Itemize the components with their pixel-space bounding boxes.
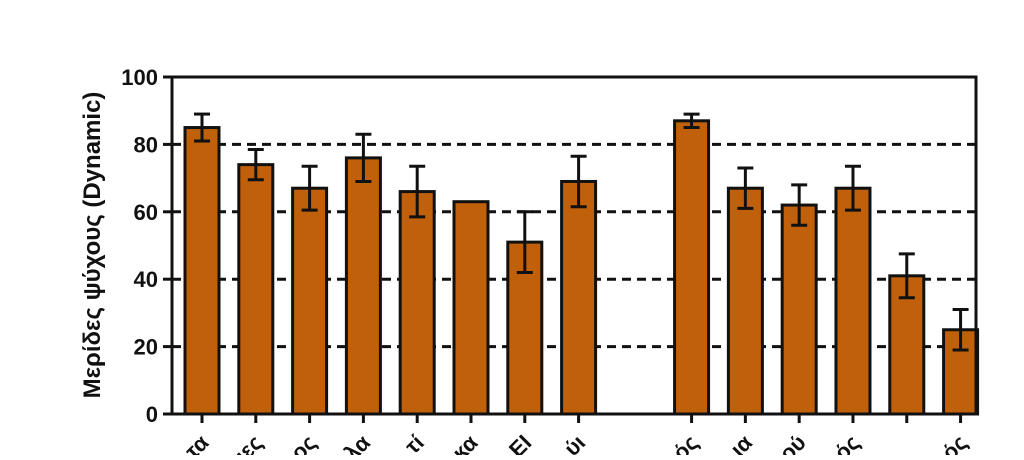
bar: [183, 126, 221, 416]
x-tick-label: ια: [725, 430, 757, 455]
bar: [344, 156, 382, 416]
bar: [398, 190, 436, 416]
x-tick-label: ΕΙ: [504, 430, 536, 455]
x-tick-label: ού: [774, 430, 810, 455]
error-bar: [570, 154, 587, 209]
bar: [726, 186, 764, 416]
y-tick-label: 20: [134, 335, 158, 360]
bar: [673, 119, 711, 416]
x-tick-label: ός: [668, 430, 703, 455]
error-bar: [898, 252, 915, 300]
y-tick-label: 80: [134, 132, 158, 157]
bars: [183, 119, 980, 416]
bar: [780, 203, 818, 416]
y-tick-label: 100: [121, 65, 158, 90]
bar: [560, 179, 598, 416]
x-tick-label: ός: [829, 430, 864, 455]
x-tick-label: κα: [447, 430, 483, 455]
y-axis-title: Μερίδες ψύχους (Dynamic): [79, 92, 106, 399]
error-bar: [791, 183, 808, 227]
plot-frame: [170, 75, 978, 416]
error-bar: [844, 164, 861, 212]
y-tick-label: 40: [134, 267, 158, 292]
error-bar: [301, 164, 318, 212]
bar: [237, 163, 275, 416]
x-tick-label: ός: [937, 430, 972, 455]
y-tick-label: 0: [146, 402, 158, 427]
error-bar: [355, 132, 372, 183]
x-tick-label: ύι: [559, 430, 590, 455]
bar: [291, 186, 329, 416]
error-bar: [737, 166, 754, 210]
y-tick-label: 60: [134, 200, 158, 225]
error-bar: [683, 112, 700, 130]
error-bars: [194, 112, 969, 352]
x-tick-label: ιες: [230, 430, 267, 455]
error-bar: [516, 210, 533, 274]
error-bar: [409, 164, 426, 219]
error-bar: [194, 112, 210, 143]
error-bar: [952, 308, 969, 352]
x-tick-label: τί: [400, 430, 429, 455]
bar: [452, 200, 490, 416]
error-bar: [247, 147, 264, 182]
x-tick-label: λα: [339, 430, 375, 455]
bar: [834, 186, 872, 416]
axes: [163, 75, 978, 423]
x-tick-label: ος: [286, 430, 321, 455]
x-tick-label: τα: [180, 430, 214, 455]
